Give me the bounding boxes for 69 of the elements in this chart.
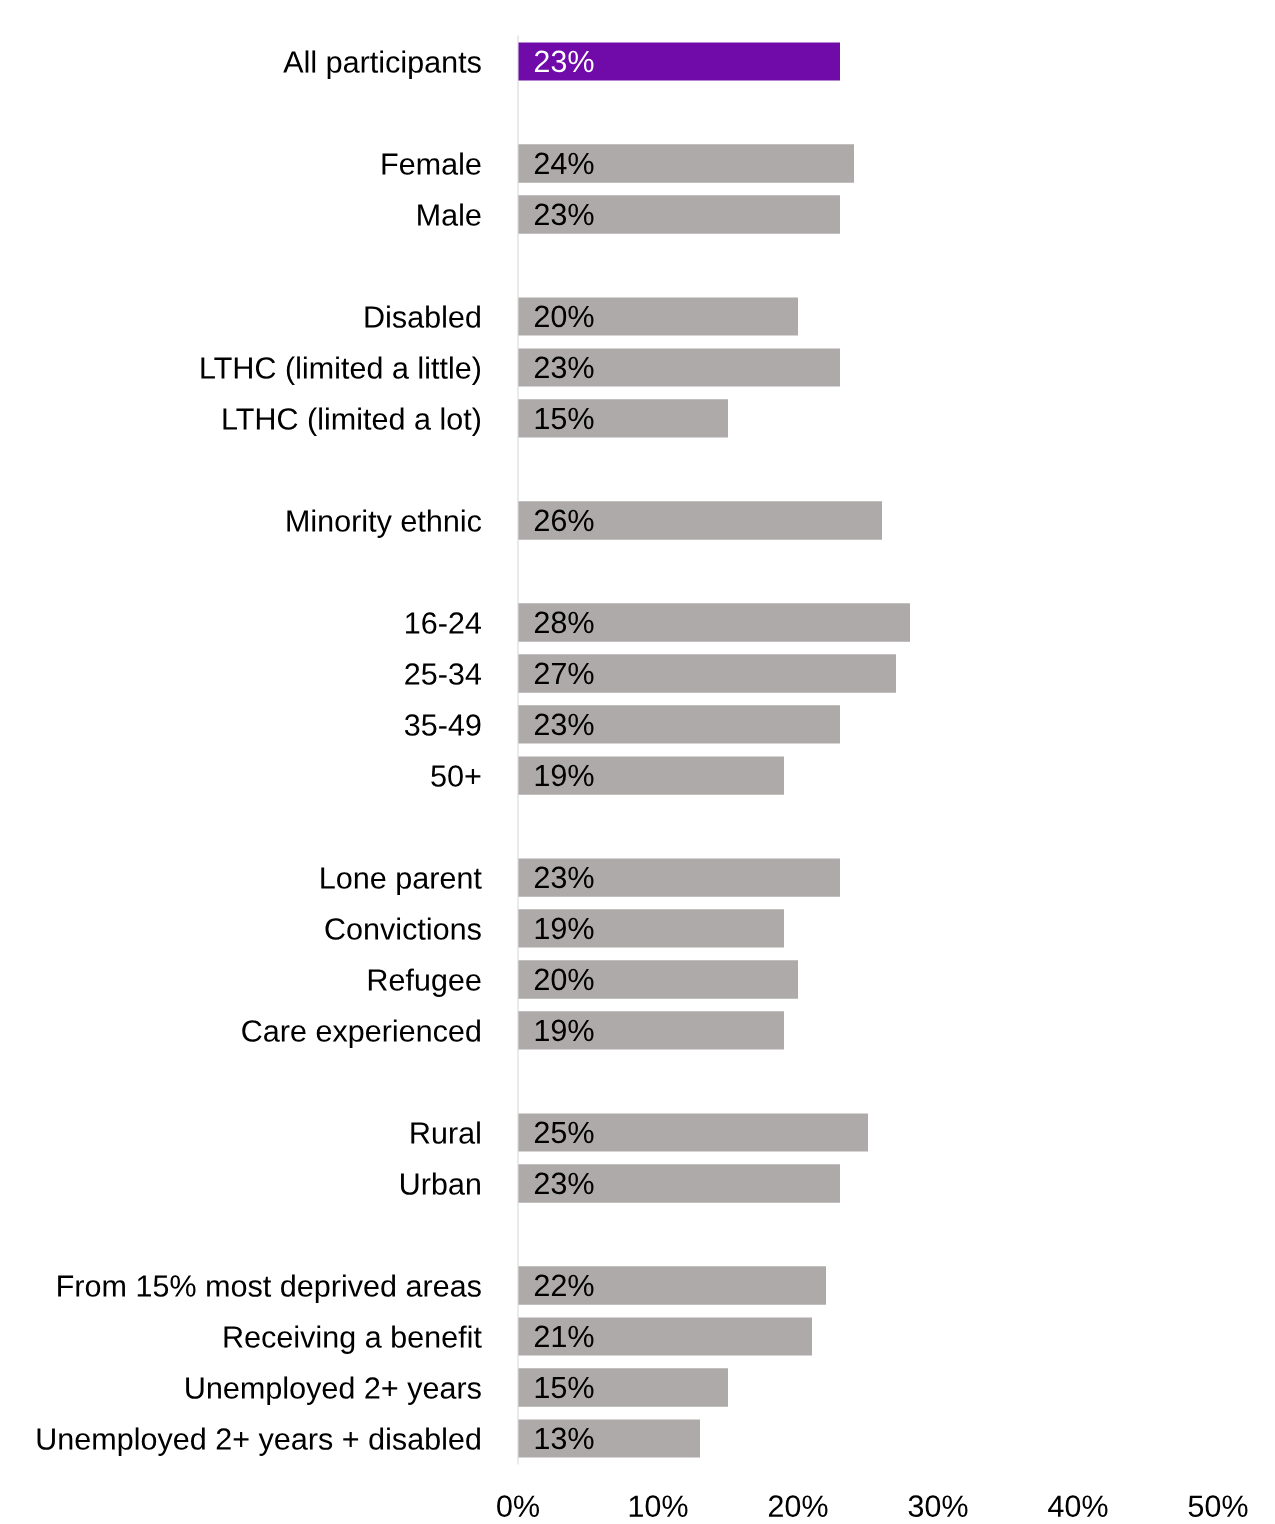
y-tick-label: Convictions bbox=[325, 917, 481, 940]
bar bbox=[518, 705, 840, 744]
data-label: 24% bbox=[534, 152, 594, 175]
data-label: 22% bbox=[534, 1274, 594, 1297]
y-tick-label: Care experienced bbox=[242, 1019, 480, 1048]
bar bbox=[518, 1368, 728, 1407]
y-tick-label: LTHC (limited a little) bbox=[201, 356, 481, 385]
y-tick-label: Female bbox=[382, 152, 481, 175]
data-label: 20% bbox=[534, 305, 594, 328]
data-label: 28% bbox=[534, 611, 594, 634]
data-label: 19% bbox=[535, 1019, 594, 1042]
y-tick-label: All participants bbox=[283, 50, 481, 79]
bar bbox=[518, 603, 910, 642]
bar bbox=[518, 501, 882, 540]
y-tick-label: Receiving a benefit bbox=[224, 1325, 482, 1354]
x-tick-label: 0% bbox=[497, 1495, 539, 1517]
y-tick-label: Unemployed 2+ years bbox=[186, 1376, 481, 1405]
bar bbox=[518, 42, 840, 81]
y-tick-label: 25-34 bbox=[405, 663, 481, 685]
data-label: 23% bbox=[534, 50, 594, 73]
y-tick-label: Minority ethnic bbox=[287, 509, 482, 538]
bar bbox=[518, 909, 784, 948]
data-label: 27% bbox=[534, 662, 594, 685]
bar bbox=[518, 1011, 784, 1050]
data-label: 19% bbox=[535, 764, 594, 787]
data-label: 15% bbox=[535, 407, 594, 430]
data-label: 21% bbox=[534, 1325, 594, 1348]
y-tick-label: Unemployed 2+ years + disabled bbox=[37, 1427, 480, 1456]
y-tick-label: From 15% most deprived areas bbox=[58, 1274, 481, 1303]
y-tick-label: Male bbox=[418, 203, 481, 226]
x-tick-label: 50% bbox=[1188, 1495, 1248, 1517]
data-label: 23% bbox=[534, 356, 594, 379]
y-tick-label: Rural bbox=[411, 1121, 480, 1144]
bar bbox=[518, 1317, 812, 1356]
data-label: 23% bbox=[534, 203, 594, 226]
bar bbox=[518, 144, 854, 183]
bar bbox=[518, 858, 840, 897]
data-label: 23% bbox=[534, 866, 594, 889]
data-label: 20% bbox=[534, 968, 594, 991]
bar bbox=[518, 1266, 826, 1305]
x-tick-label: 30% bbox=[908, 1495, 968, 1517]
bar bbox=[518, 1113, 868, 1152]
bar bbox=[518, 297, 798, 336]
bar bbox=[518, 654, 896, 693]
y-tick-label: 16-24 bbox=[406, 612, 481, 634]
data-label: 15% bbox=[535, 1376, 594, 1399]
y-tick-label: LTHC (limited a lot) bbox=[223, 407, 481, 436]
y-tick-label: Refugee bbox=[368, 968, 481, 997]
data-label: 25% bbox=[534, 1121, 594, 1144]
x-tick-label: 20% bbox=[768, 1495, 828, 1517]
bar bbox=[518, 348, 840, 387]
y-tick-label: Lone parent bbox=[321, 867, 482, 895]
data-label: 23% bbox=[534, 1172, 594, 1195]
x-tick-label: 10% bbox=[629, 1495, 688, 1517]
data-label: 26% bbox=[534, 509, 594, 532]
y-tick-label: Disabled bbox=[365, 305, 480, 328]
bar bbox=[518, 1419, 700, 1458]
bar bbox=[518, 756, 784, 795]
y-tick-label: 35-49 bbox=[404, 714, 481, 736]
x-tick-label: 40% bbox=[1048, 1495, 1108, 1517]
bar bbox=[518, 195, 840, 234]
y-tick-label: 50+ bbox=[431, 765, 481, 787]
y-tick-label: Urban bbox=[401, 1172, 480, 1195]
data-label: 13% bbox=[535, 1427, 594, 1450]
data-label: 23% bbox=[534, 713, 594, 736]
bar bbox=[518, 960, 798, 999]
data-label: 19% bbox=[535, 917, 594, 940]
bar bbox=[518, 1164, 840, 1203]
bar bbox=[518, 399, 728, 438]
